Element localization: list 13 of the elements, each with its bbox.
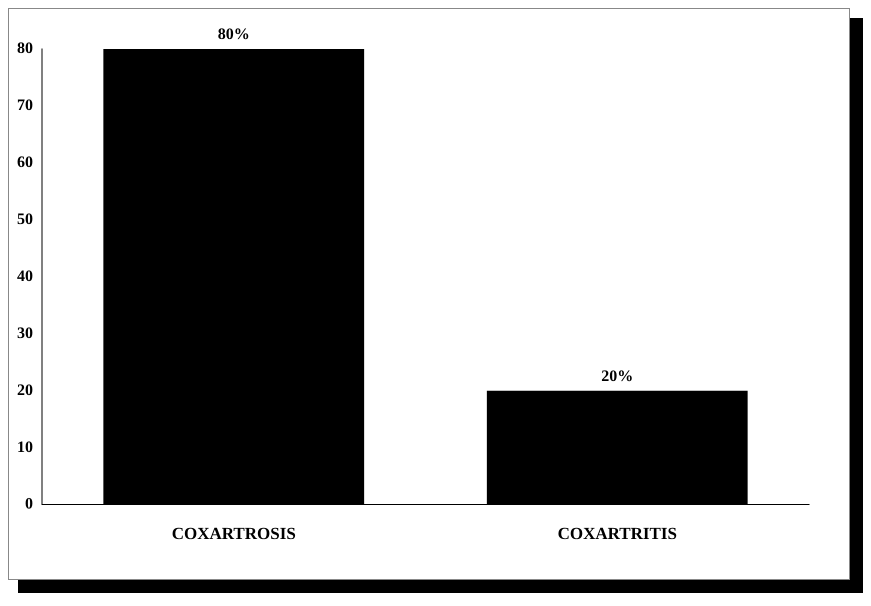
- y-tick-label: 0: [25, 496, 33, 513]
- data-label: 20%: [601, 368, 634, 385]
- y-tick-label: 20: [17, 382, 33, 399]
- y-tick-label: 60: [17, 154, 33, 172]
- data-label: 80%: [218, 26, 250, 44]
- y-tick-label: 10: [17, 438, 33, 456]
- x-tick-label: COXARTRITIS: [558, 524, 677, 544]
- y-tick-label: 70: [17, 97, 33, 114]
- y-tick-label: 50: [17, 210, 33, 228]
- y-tick-label: 40: [17, 268, 33, 285]
- x-tick-label: COXARTROSIS: [172, 524, 296, 544]
- y-tick-label: 80: [17, 40, 33, 58]
- y-tick-label: 30: [17, 324, 33, 342]
